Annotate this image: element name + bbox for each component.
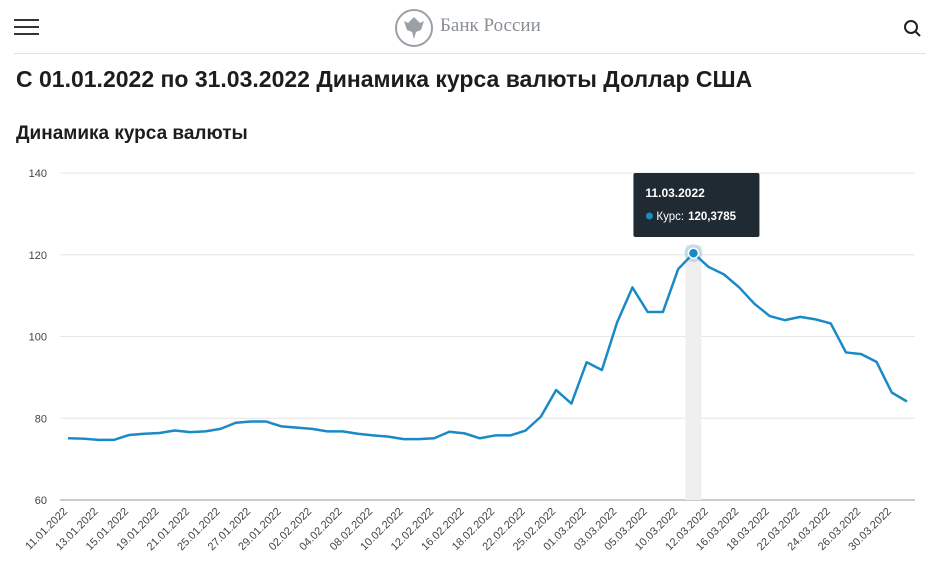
tooltip-value: 120,3785 bbox=[688, 211, 737, 223]
page-title: С 01.01.2022 по 31.03.2022 Динамика курс… bbox=[16, 66, 753, 92]
tooltip-label: Курс: bbox=[656, 211, 684, 223]
highlight-point bbox=[687, 247, 700, 259]
logo-emblem[interactable] bbox=[394, 8, 434, 48]
tooltip-row: Курс: 120,3785 bbox=[656, 211, 736, 223]
y-tick-label: 80 bbox=[35, 413, 47, 425]
tooltip-dot bbox=[645, 212, 653, 220]
brand[interactable]: Банк России bbox=[440, 15, 541, 36]
y-tick-label: 120 bbox=[29, 250, 47, 262]
menu-icon[interactable] bbox=[14, 18, 40, 36]
y-tick-label: 140 bbox=[29, 168, 47, 180]
chart-title: Динамика курса валюты bbox=[16, 123, 248, 144]
hover-band bbox=[685, 245, 702, 500]
tooltip-date: 11.03.2022 bbox=[645, 186, 705, 200]
search-icon[interactable] bbox=[903, 19, 923, 39]
tooltip-box bbox=[633, 173, 760, 237]
chart: 608010012014011.01.202213.01.202215.01.2… bbox=[23, 168, 915, 553]
y-tick-label: 60 bbox=[35, 495, 47, 507]
header: Банк России bbox=[0, 0, 940, 54]
y-tick-label: 100 bbox=[29, 332, 47, 344]
tooltip: 11.03.2022 Курс: 120,3785 bbox=[633, 173, 760, 237]
line-series bbox=[67, 251, 908, 442]
